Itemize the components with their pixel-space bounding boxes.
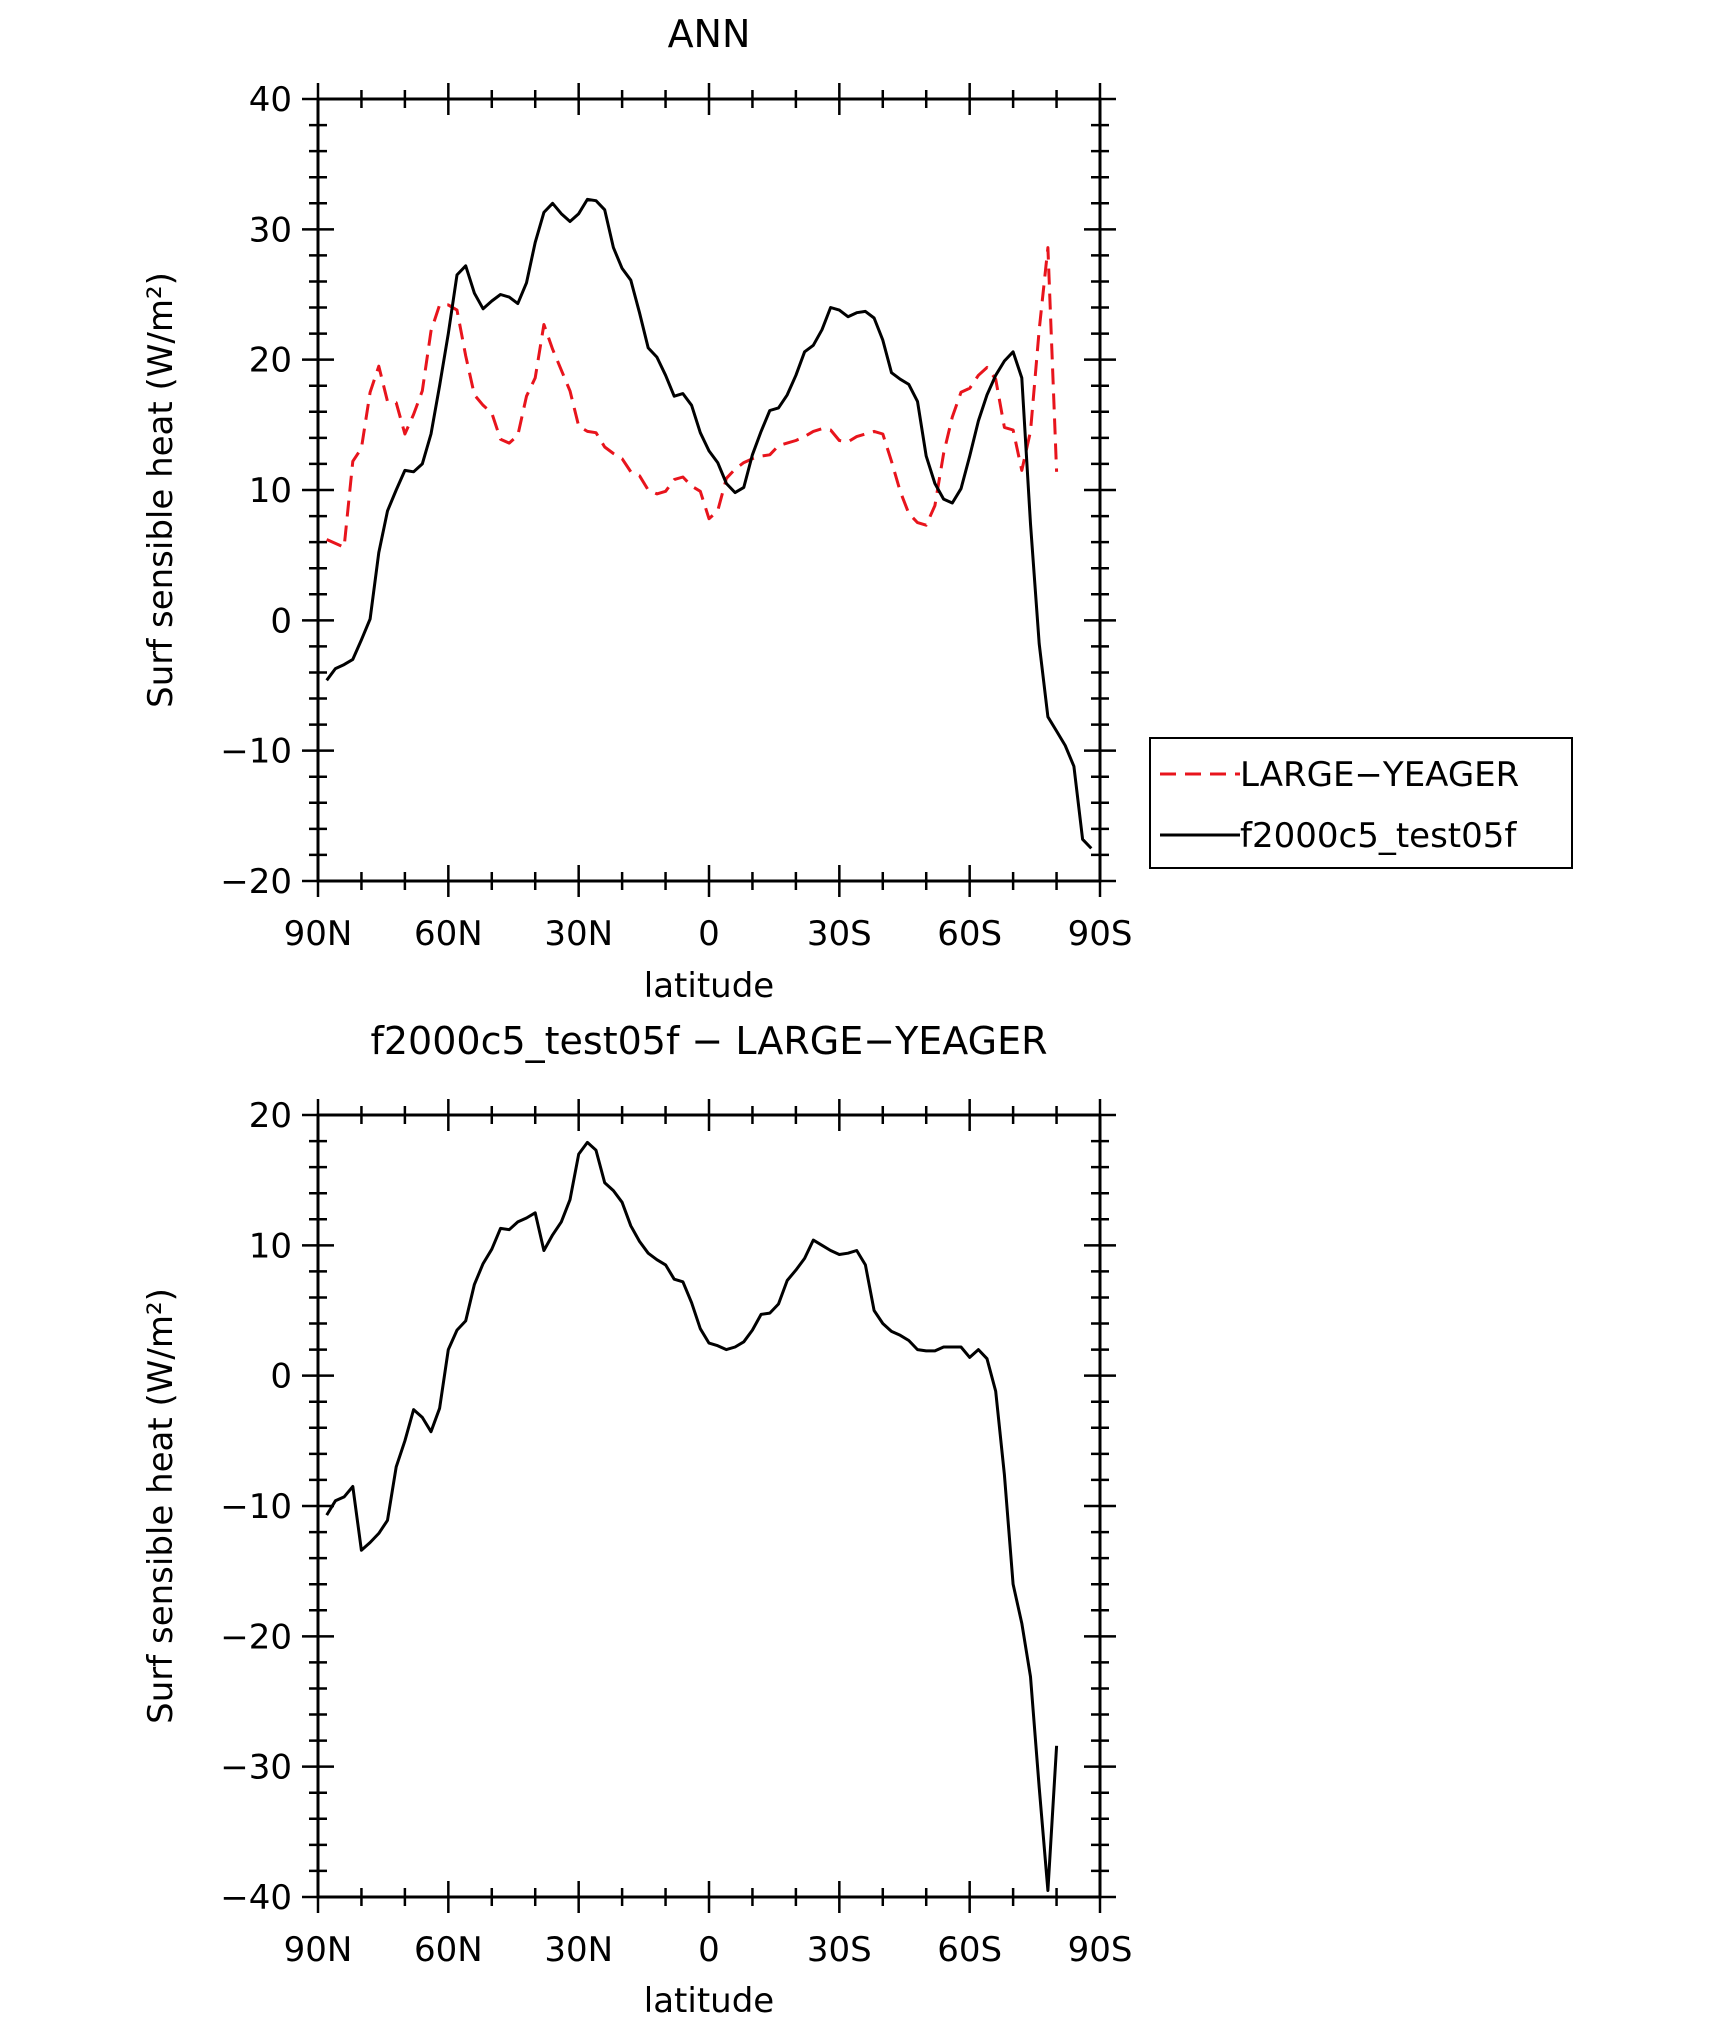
series-line-2 xyxy=(325,197,1093,850)
legend-label-2: f2000c5_test05f xyxy=(1240,816,1517,856)
y-tick-label: 40 xyxy=(249,80,292,120)
x-tick-label: 0 xyxy=(698,914,720,954)
top-chart-panel: ANN 40 30 20 10 0 −10 −20 90N 60N 30N 0 30S 60S 90S lat… xyxy=(141,12,1573,1006)
y-tick-label: 0 xyxy=(270,1357,292,1397)
x-tick-label: 60S xyxy=(937,1930,1002,1970)
x-tick-label: 30N xyxy=(544,1930,613,1970)
x-tick-label: 60S xyxy=(937,914,1002,954)
x-tick-label: 60N xyxy=(414,1930,483,1970)
y-tick-label: −10 xyxy=(220,1487,292,1527)
y-tick-label: 20 xyxy=(249,341,292,381)
series-line-1 xyxy=(325,1140,1059,1892)
tick-marks xyxy=(302,1099,1116,1913)
x-tick-label: 90N xyxy=(284,1930,353,1970)
x-tick-label: 30S xyxy=(807,1930,872,1970)
y-axis-label: Surf sensible heat (W/m²) xyxy=(141,1288,181,1724)
y-tick-label: −20 xyxy=(220,862,292,902)
x-tick-label: 0 xyxy=(698,1930,720,1970)
x-tick-label: 90S xyxy=(1068,1930,1133,1970)
y-tick-label: 20 xyxy=(249,1096,292,1136)
x-axis-label: latitude xyxy=(644,966,774,1006)
y-tick-label: 0 xyxy=(270,601,292,641)
y-tick-label: 10 xyxy=(249,471,292,511)
bottom-chart-panel: f2000c5_test05f − LARGE−YEAGER 20 10 0 −10 −2… xyxy=(141,1019,1132,2021)
plot-frame xyxy=(316,97,1102,883)
x-tick-label: 90N xyxy=(284,914,353,954)
x-tick-label: 90S xyxy=(1068,914,1133,954)
y-tick-label: −20 xyxy=(220,1617,292,1657)
y-tick-label: 10 xyxy=(249,1226,292,1266)
y-tick-label: −40 xyxy=(220,1878,292,1918)
x-tick-label: 30N xyxy=(544,914,613,954)
x-tick-label: 60N xyxy=(414,914,483,954)
y-tick-label: −30 xyxy=(220,1748,292,1788)
legend-label-1: LARGE−YEAGER xyxy=(1240,755,1519,795)
series-line-1 xyxy=(326,246,1059,549)
legend: LARGE−YEAGER f2000c5_test05f xyxy=(1149,737,1573,869)
chart-title: f2000c5_test05f − LARGE−YEAGER xyxy=(370,1019,1047,1063)
y-axis-label: Surf sensible heat (W/m²) xyxy=(141,272,181,708)
chart-title: ANN xyxy=(668,12,751,56)
legend-box xyxy=(1149,737,1573,869)
y-tick-label: 30 xyxy=(249,210,292,250)
y-tick-label: −10 xyxy=(220,732,292,772)
plot-frame xyxy=(316,1113,1102,1899)
tick-marks xyxy=(302,83,1116,897)
x-tick-label: 30S xyxy=(807,914,872,954)
x-axis-label: latitude xyxy=(644,1981,774,2021)
